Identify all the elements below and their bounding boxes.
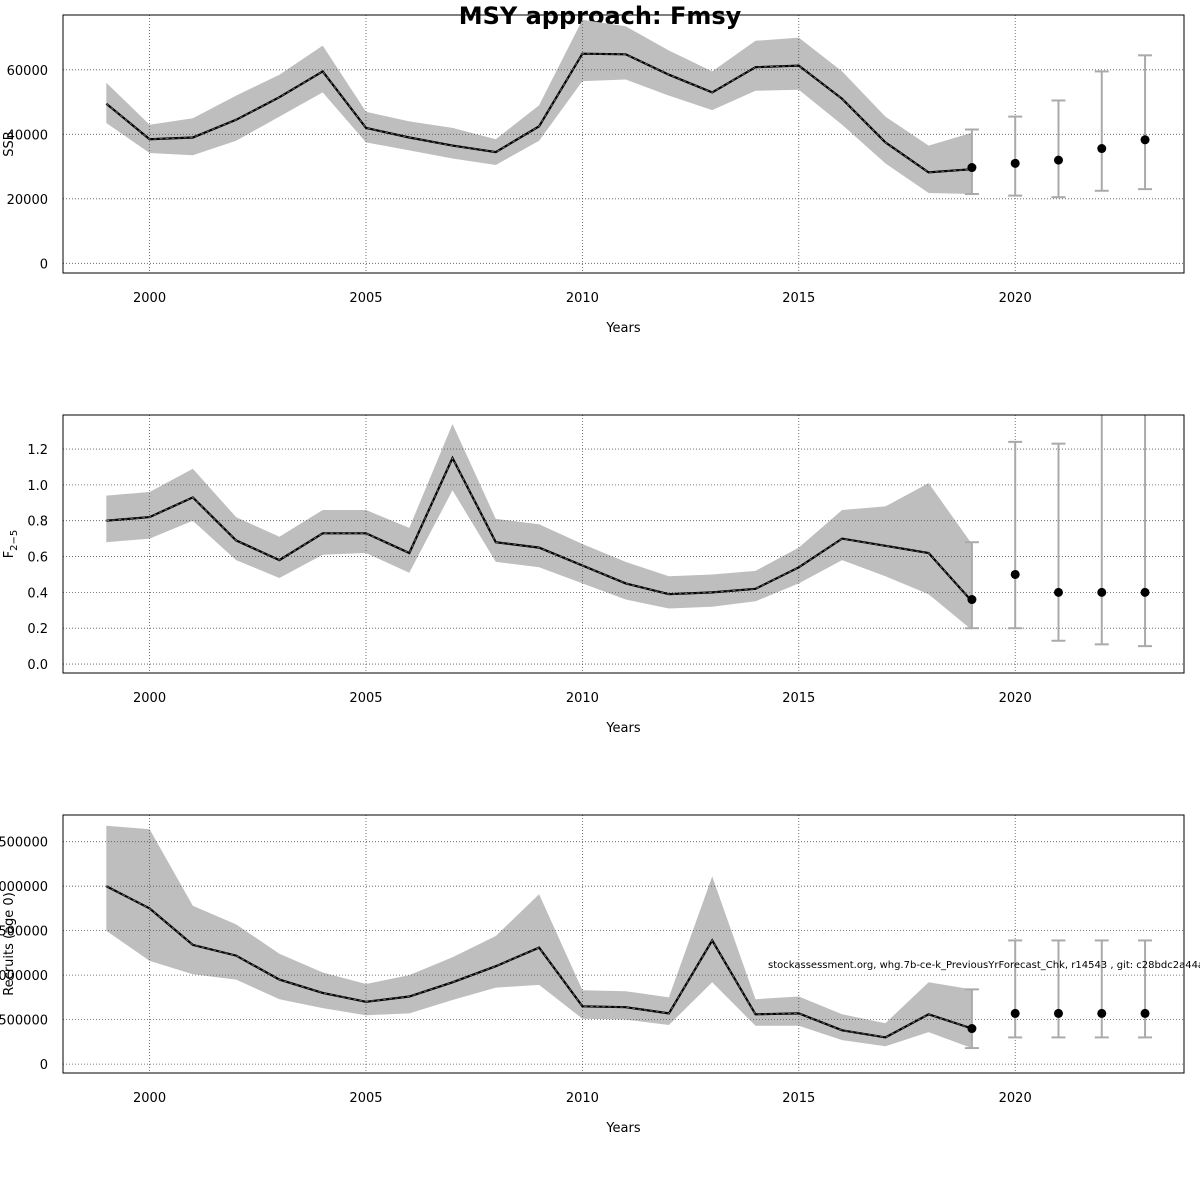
fishing-mortality-frame <box>62 414 1185 674</box>
ssb-x-tick-label: 2020 <box>999 291 1032 306</box>
ssb-x-tick-label: 2005 <box>349 291 382 306</box>
fishing-mortality-forecast-point <box>1097 587 1107 597</box>
footnote: stockassessment.org, whg.7b-ce-k_Previou… <box>768 960 1200 971</box>
fishing-mortality-y-axis-label: F2−5 <box>2 530 20 559</box>
recruits-forecast-point <box>1140 1008 1150 1018</box>
fishing-mortality-plot-area <box>63 415 1184 673</box>
recruits-y-tick-label: 1000000 <box>0 969 48 984</box>
fishing-mortality-x-tick-label: 2005 <box>349 691 382 706</box>
fishing-mortality-x-tick-label: 2020 <box>999 691 1032 706</box>
recruits-forecast-point <box>1053 1008 1063 1018</box>
fishing-mortality-estimate-dash <box>106 457 973 602</box>
fishing-mortality-forecast-point <box>1140 587 1150 597</box>
fishing-mortality-forecast-point <box>1053 587 1063 597</box>
ssb-plot-area <box>63 15 1184 273</box>
fishing-mortality-forecast-point <box>1010 569 1020 579</box>
recruits-x-tick-label: 2015 <box>782 1091 815 1106</box>
ssb-y-tick-label: 40000 <box>7 128 48 143</box>
recruits-x-tick-label: 2005 <box>349 1091 382 1106</box>
fishing-mortality-y-tick-label: 0.4 <box>27 586 48 601</box>
recruits-estimate-line <box>105 885 973 1039</box>
recruits-y-axis-label: Recruits (age 0) <box>2 892 17 996</box>
ssb-x-axis-label: Years <box>605 321 641 336</box>
ssb-forecast-point <box>1140 135 1150 145</box>
fishing-mortality-y-tick-label: 1.0 <box>27 479 48 494</box>
ssb-forecast-point <box>1010 158 1020 168</box>
ssb-y-tick-label: 20000 <box>7 193 48 208</box>
recruits-frame <box>62 814 1185 1074</box>
fishing-mortality-x-tick-label: 2015 <box>782 691 815 706</box>
recruits-panel: 2000 2005 2010 2015 2020 0 500000 1000000 150000… <box>0 814 1185 1136</box>
ssb-x-tick-label: 2000 <box>133 291 166 306</box>
recruits-x-tick-label: 2020 <box>999 1091 1032 1106</box>
ssb-y-tick-label: 0 <box>40 257 48 272</box>
recruits-x-tick-label: 2010 <box>566 1091 599 1106</box>
ssb-forecast-point <box>1097 144 1107 154</box>
recruits-y-tick-label: 2000000 <box>0 880 48 895</box>
ssb-y-tick-label: 60000 <box>7 64 48 79</box>
ssb-frame <box>62 14 1185 274</box>
recruits-forecast-point <box>1097 1008 1107 1018</box>
ssb-x-tick-label: 2015 <box>782 291 815 306</box>
ssb-x-tick-label: 2010 <box>566 291 599 306</box>
recruits-confidence-band <box>106 825 972 1049</box>
fishing-mortality-x-tick-label: 2010 <box>566 691 599 706</box>
ssb-estimate-dash <box>106 53 972 173</box>
recruits-y-tick-label: 2500000 <box>0 836 48 851</box>
recruits-y-tick-label: 500000 <box>0 1014 48 1029</box>
ssb-forecast-point <box>967 163 977 173</box>
fishing-mortality-y-axis-label-subscript: 2−5 <box>9 530 20 551</box>
fishing-mortality-y-tick-label: 0.8 <box>27 515 48 530</box>
recruits-x-tick-label: 2000 <box>133 1091 166 1106</box>
ssb-confidence-band <box>106 19 972 194</box>
recruits-plot-area <box>63 815 1184 1073</box>
recruits-forecast-point <box>1010 1008 1020 1018</box>
recruits-y-tick-label: 1500000 <box>0 925 48 940</box>
fishing-mortality-x-tick-label: 2000 <box>133 691 166 706</box>
recruits-y-tick-label: 0 <box>40 1058 48 1073</box>
fishing-mortality-panel: 2000 2005 2010 2015 2020 0.0 0.2 0.4 0.6 0.8 1.0 1.… <box>2 414 1185 736</box>
ssb-y-axis-label: SSB <box>2 131 17 156</box>
ssb-panel: 2000 2005 2010 2015 2020 0 20000 40000 60000 Year… <box>2 14 1185 336</box>
fishing-mortality-y-tick-label: 1.2 <box>27 443 48 458</box>
fishing-mortality-forecast-point <box>967 595 977 605</box>
recruits-forecast-point <box>967 1024 977 1034</box>
fishing-mortality-y-tick-label: 0.0 <box>27 658 48 673</box>
fishing-mortality-y-tick-label: 0.2 <box>27 622 48 637</box>
fishing-mortality-x-axis-label: Years <box>605 721 641 736</box>
recruits-x-axis-label: Years <box>605 1121 641 1136</box>
fishing-mortality-confidence-band <box>106 424 972 630</box>
fishing-mortality-y-tick-label: 0.6 <box>27 551 48 566</box>
ssb-forecast-point <box>1053 155 1063 165</box>
